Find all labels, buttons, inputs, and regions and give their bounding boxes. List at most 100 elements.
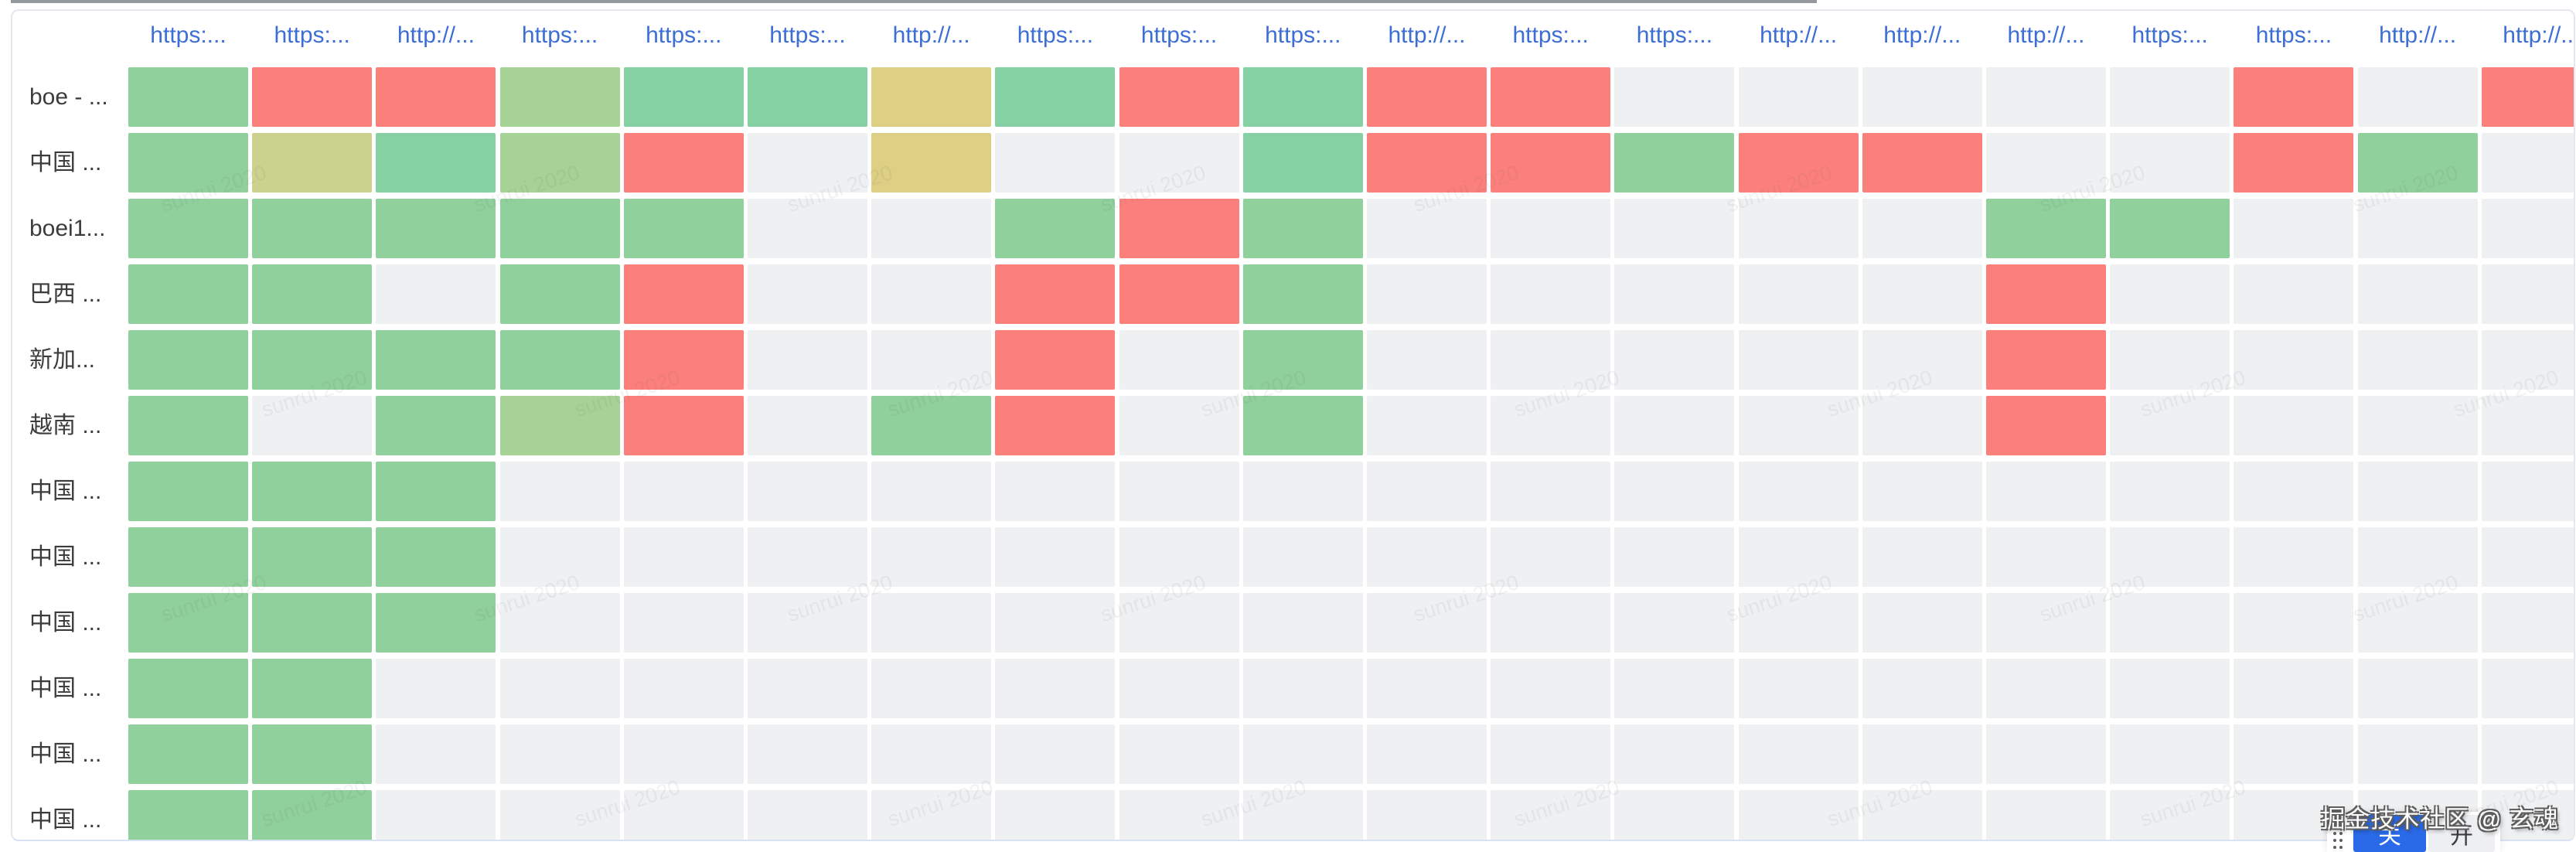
heatmap-cell[interactable] (499, 790, 620, 840)
heatmap-cell[interactable] (871, 133, 992, 193)
heatmap-cell[interactable] (1119, 659, 1239, 718)
heatmap-cell[interactable] (2481, 724, 2574, 784)
heatmap-cell[interactable] (128, 396, 248, 455)
heatmap-cell[interactable] (1614, 133, 1735, 193)
heatmap-cell[interactable] (376, 593, 496, 653)
heatmap-cell[interactable] (1491, 593, 1611, 653)
heatmap-cell[interactable] (1614, 264, 1735, 324)
heatmap-cell[interactable] (871, 790, 992, 840)
heatmap-cell[interactable] (1738, 264, 1859, 324)
heatmap-cell[interactable] (2357, 593, 2478, 653)
heatmap-cell[interactable] (1738, 527, 1859, 587)
heatmap-cell[interactable] (1986, 67, 2106, 127)
heatmap-cell[interactable] (2357, 462, 2478, 521)
heatmap-cell[interactable] (1491, 67, 1611, 127)
heatmap-cell[interactable] (128, 330, 248, 390)
heatmap-cell[interactable] (995, 330, 1116, 390)
heatmap-cell[interactable] (2110, 790, 2230, 840)
heatmap-cell[interactable] (1862, 593, 1982, 653)
heatmap-cell[interactable] (2357, 264, 2478, 324)
heatmap-cell[interactable] (2110, 659, 2230, 718)
heatmap-cell[interactable] (2234, 330, 2354, 390)
heatmap-cell[interactable] (499, 593, 620, 653)
heatmap-cell[interactable] (2110, 527, 2230, 587)
column-header-url[interactable]: https:... (1140, 22, 1218, 48)
heatmap-cell[interactable] (995, 527, 1116, 587)
column-header-url[interactable]: http://... (2503, 22, 2575, 48)
heatmap-cell[interactable] (1862, 790, 1982, 840)
heatmap-cell[interactable] (2234, 462, 2354, 521)
heatmap-cell[interactable] (2234, 659, 2354, 718)
heatmap-cell[interactable] (748, 593, 867, 653)
heatmap-cell[interactable] (1986, 199, 2106, 258)
heatmap-cell[interactable] (623, 790, 744, 840)
heatmap-cell[interactable] (1119, 462, 1239, 521)
heatmap-cell[interactable] (1367, 724, 1487, 784)
heatmap-cell[interactable] (1614, 67, 1735, 127)
heatmap-cell[interactable] (1738, 790, 1859, 840)
heatmap-cell[interactable] (2481, 593, 2574, 653)
heatmap-cell[interactable] (1119, 724, 1239, 784)
heatmap-cell[interactable] (1119, 264, 1239, 324)
heatmap-cell[interactable] (2234, 67, 2354, 127)
heatmap-cell[interactable] (1986, 593, 2106, 653)
column-header-url[interactable]: https:... (521, 22, 598, 48)
heatmap-cell[interactable] (1242, 659, 1363, 718)
heatmap-cell[interactable] (748, 790, 867, 840)
heatmap-cell[interactable] (499, 396, 620, 455)
heatmap-cell[interactable] (1119, 593, 1239, 653)
heatmap-cell[interactable] (1986, 264, 2106, 324)
heatmap-cell[interactable] (1738, 659, 1859, 718)
heatmap-cell[interactable] (1367, 67, 1487, 127)
heatmap-cell[interactable] (1862, 659, 1982, 718)
heatmap-cell[interactable] (499, 724, 620, 784)
heatmap-cell[interactable] (2110, 462, 2230, 521)
heatmap-cell[interactable] (1491, 396, 1611, 455)
column-header-url[interactable]: https:... (2255, 22, 2332, 48)
column-header-url[interactable]: https:... (1512, 22, 1589, 48)
heatmap-cell[interactable] (252, 527, 373, 587)
heatmap-cell[interactable] (2481, 199, 2574, 258)
heatmap-cell[interactable] (499, 462, 620, 521)
heatmap-cell[interactable] (1986, 330, 2106, 390)
heatmap-cell[interactable] (748, 527, 867, 587)
heatmap-cell[interactable] (128, 133, 248, 193)
heatmap-cell[interactable] (376, 330, 496, 390)
heatmap-cell[interactable] (2357, 330, 2478, 390)
heatmap-cell[interactable] (2110, 199, 2230, 258)
heatmap-cell[interactable] (1986, 133, 2106, 193)
column-header-url[interactable]: http://... (1760, 22, 1838, 48)
heatmap-cell[interactable] (376, 199, 496, 258)
heatmap-cell[interactable] (623, 264, 744, 324)
heatmap-cell[interactable] (252, 659, 373, 718)
heatmap-cell[interactable] (1862, 462, 1982, 521)
heatmap-cell[interactable] (1367, 790, 1487, 840)
heatmap-cell[interactable] (2357, 527, 2478, 587)
heatmap-cell[interactable] (623, 724, 744, 784)
heatmap-cell[interactable] (376, 67, 496, 127)
heatmap-cell[interactable] (871, 527, 992, 587)
column-header-url[interactable]: http://... (1883, 22, 1961, 48)
heatmap-cell[interactable] (1862, 199, 1982, 258)
column-header-url[interactable]: http://... (397, 22, 475, 48)
heatmap-cell[interactable] (1242, 199, 1363, 258)
heatmap-cell[interactable] (1367, 659, 1487, 718)
heatmap-cell[interactable] (1614, 462, 1735, 521)
heatmap-cell[interactable] (128, 593, 248, 653)
heatmap-cell[interactable] (1491, 133, 1611, 193)
heatmap-cell[interactable] (128, 790, 248, 840)
heatmap-cell[interactable] (871, 659, 992, 718)
heatmap-cell[interactable] (376, 133, 496, 193)
heatmap-cell[interactable] (499, 67, 620, 127)
heatmap-cell[interactable] (376, 527, 496, 587)
heatmap-cell[interactable] (128, 527, 248, 587)
heatmap-cell[interactable] (128, 67, 248, 127)
heatmap-cell[interactable] (1614, 330, 1735, 390)
heatmap-cell[interactable] (623, 527, 744, 587)
heatmap-cell[interactable] (2481, 396, 2574, 455)
heatmap-cell[interactable] (1491, 724, 1611, 784)
heatmap-cell[interactable] (128, 199, 248, 258)
heatmap-cell[interactable] (1119, 396, 1239, 455)
heatmap-cell[interactable] (252, 593, 373, 653)
heatmap-cell[interactable] (871, 593, 992, 653)
